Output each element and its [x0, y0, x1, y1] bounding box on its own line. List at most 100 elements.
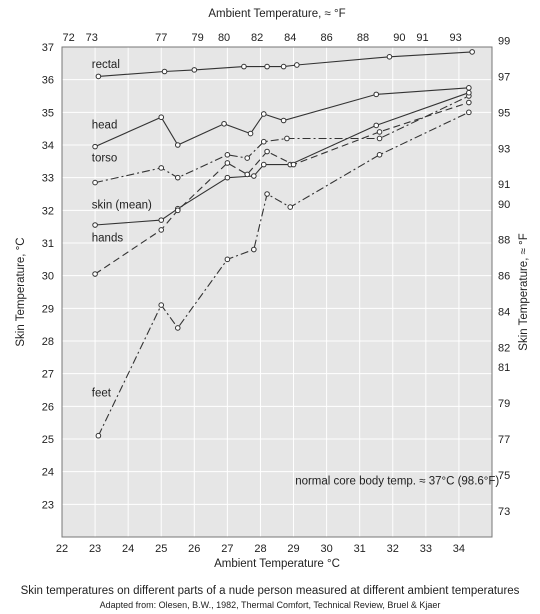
y-tick-label-f: 84 — [498, 307, 510, 319]
data-point — [251, 246, 257, 253]
y-tick-label-c: 37 — [42, 42, 54, 54]
data-point — [280, 117, 287, 124]
data-point — [224, 174, 231, 181]
plot-background — [62, 47, 492, 537]
x-tick-label-f: 79 — [191, 32, 203, 44]
y-tick-label-c: 31 — [42, 238, 54, 250]
data-point — [287, 204, 294, 210]
data-point — [244, 171, 251, 178]
data-point — [158, 302, 165, 308]
series-label: hands — [92, 232, 124, 244]
data-point — [95, 432, 102, 439]
data-point — [294, 62, 300, 68]
data-point — [158, 114, 165, 121]
y-tick-label-f: 97 — [498, 71, 510, 83]
y-tick-label-f: 91 — [498, 179, 510, 191]
x-tick-label-f: 86 — [320, 32, 332, 44]
x-tick-label-c: 26 — [188, 543, 200, 555]
y-tick-label-c: 33 — [42, 173, 54, 185]
data-point — [376, 152, 383, 158]
x-tick-label-f: 73 — [86, 32, 98, 44]
data-point — [260, 138, 267, 145]
y-tick-label-c: 26 — [42, 401, 54, 413]
y-tick-label-f: 86 — [498, 271, 510, 283]
data-point — [466, 89, 472, 96]
figure-caption: Skin temperatures on different parts of … — [20, 585, 520, 597]
data-point — [466, 109, 472, 116]
y-tick-label-c: 23 — [42, 499, 54, 511]
y-tick-label-c: 24 — [42, 467, 54, 479]
series-line — [94, 101, 469, 275]
series-label: head — [92, 120, 118, 132]
data-point — [191, 67, 198, 73]
x-tick-label-f: 80 — [218, 32, 230, 44]
x-tick-label-c: 22 — [56, 543, 68, 555]
data-point — [284, 135, 290, 142]
data-point — [264, 191, 270, 197]
data-point — [174, 207, 181, 214]
data-point — [264, 148, 270, 155]
x-tick-label-f: 91 — [416, 32, 428, 44]
data-point — [466, 85, 472, 91]
data-point — [376, 129, 383, 135]
data-point — [92, 179, 98, 186]
data-point — [95, 73, 102, 80]
x-tick-label-f: 82 — [251, 32, 263, 44]
data-point — [92, 222, 98, 228]
y-tick-label-c: 35 — [42, 107, 54, 119]
data-point — [260, 111, 267, 117]
y-tick-label-f: 82 — [498, 343, 510, 355]
data-point — [264, 63, 270, 70]
data-point — [469, 49, 475, 55]
series-label: skin (mean) — [92, 200, 152, 212]
y-tick-label-c: 27 — [42, 369, 54, 381]
x-tick-label-c: 24 — [122, 543, 134, 555]
y-tick-label-c: 30 — [42, 271, 54, 283]
y-tick-label-f: 95 — [498, 107, 510, 119]
data-point — [92, 271, 98, 277]
data-point — [373, 91, 380, 98]
data-point — [251, 173, 257, 179]
x-tick-label-f: 90 — [393, 32, 405, 44]
y-tick-label-f: 93 — [498, 143, 510, 155]
x-tick-label-c: 25 — [155, 543, 167, 555]
data-point — [373, 122, 380, 129]
y-tick-label-c: 25 — [42, 434, 54, 446]
x-tick-label-c: 34 — [453, 543, 465, 555]
data-point — [241, 63, 247, 70]
y-tick-label-f: 99 — [498, 35, 510, 47]
y-tick-label-f: 81 — [498, 362, 510, 374]
annotation-core-temp: normal core body temp. ≈ 37°C (98.6°F) — [295, 476, 499, 488]
y-tick-label-c: 36 — [42, 75, 54, 87]
data-point — [224, 152, 231, 158]
x-tick-label-c: 30 — [320, 543, 332, 555]
y-axis-right-title: Skin Temperature, ≈ °F — [518, 233, 530, 350]
y-tick-label-f: 90 — [498, 199, 510, 211]
data-point — [174, 325, 181, 331]
plot-grid — [61, 46, 492, 538]
x-tick-label-c: 28 — [254, 543, 266, 555]
data-point — [221, 120, 227, 127]
data-point — [224, 256, 231, 263]
x-tick-label-f: 77 — [155, 32, 167, 44]
y-tick-label-f: 79 — [498, 398, 510, 410]
x-tick-label-f: 84 — [284, 32, 296, 44]
y-axis-left-title: Skin Temperature, °C — [15, 237, 27, 346]
axes: 22 23 24 25 26 27 28 29 30 31 32 33 34 23 24 25 26 27 28 29… — [15, 8, 530, 570]
x-tick-label-c: 27 — [221, 543, 233, 555]
y-tick-label-c: 32 — [42, 205, 54, 217]
x-tick-label-f: 72 — [62, 32, 74, 44]
data-point — [260, 161, 267, 168]
data-point — [224, 160, 231, 166]
y-tick-label-f: 73 — [498, 506, 510, 518]
data-point — [158, 227, 165, 233]
data-series — [92, 49, 475, 439]
series-labels: rectal head torso skin (mean) hands feet norma… — [92, 59, 500, 488]
data-point — [247, 130, 254, 137]
x-tick-label-f: 88 — [357, 32, 369, 44]
data-point — [466, 99, 472, 106]
x-tick-label-c: 31 — [354, 543, 366, 555]
x-axis-top-title: Ambient Temperature, ≈ °F — [208, 8, 345, 20]
y-tick-label-f: 77 — [498, 434, 510, 446]
